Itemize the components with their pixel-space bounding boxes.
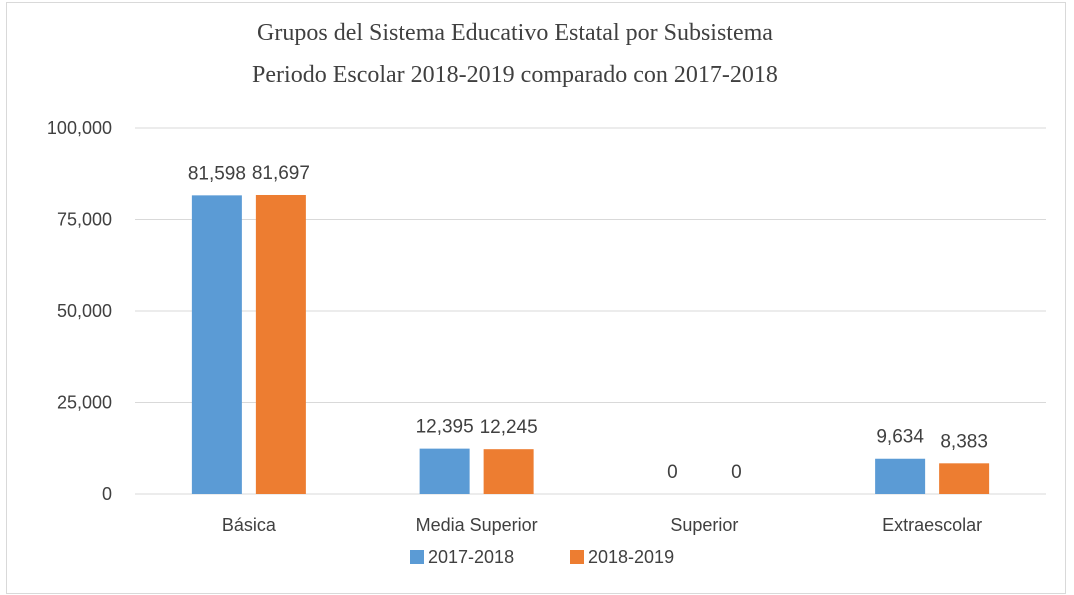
y-axis: 0 25,000 50,000 75,000 100,000	[47, 118, 112, 504]
legend-label: 2017-2018	[428, 547, 514, 567]
bar-2	[483, 449, 534, 494]
legend-swatch	[410, 550, 424, 564]
x-tick-label: Básica	[222, 515, 277, 535]
data-label: 0	[731, 462, 742, 483]
data-label: 0	[667, 462, 678, 483]
y-tick-label: 100,000	[47, 118, 112, 138]
bar-1	[875, 458, 926, 494]
data-label: 8,383	[940, 431, 988, 452]
legend-label: 2018-2019	[588, 547, 674, 567]
bar-1	[191, 195, 242, 494]
y-tick-label: 25,000	[57, 393, 112, 413]
chart-subtitle: Periodo Escolar 2018-2019 comparado con …	[252, 62, 778, 88]
chart-title: Grupos del Sistema Educativo Estatal por…	[257, 20, 773, 46]
chart-frame	[6, 2, 1066, 594]
x-tick-label: Media Superior	[416, 515, 538, 535]
bars	[191, 194, 990, 494]
data-label: 12,245	[480, 417, 538, 438]
data-label: 12,395	[416, 417, 474, 438]
x-tick-label: Superior	[670, 515, 738, 535]
x-axis: Básica Media Superior Superior Extraescolar	[222, 515, 982, 535]
y-tick-label: 50,000	[57, 301, 112, 321]
bar-2	[255, 194, 306, 494]
bar-2	[939, 463, 990, 494]
data-label: 81,697	[252, 163, 310, 184]
x-tick-label: Extraescolar	[882, 515, 982, 535]
data-label: 81,598	[188, 163, 246, 184]
bar-1	[419, 448, 470, 494]
data-labels: 81,598 81,697 12,395 12,245 0 0 9,634 8,383	[188, 163, 988, 483]
data-label: 9,634	[876, 427, 924, 448]
legend-swatch	[570, 550, 584, 564]
y-tick-label: 75,000	[57, 210, 112, 230]
legend: 2017-2018 2018-2019	[410, 547, 674, 567]
y-tick-label: 0	[102, 484, 112, 504]
